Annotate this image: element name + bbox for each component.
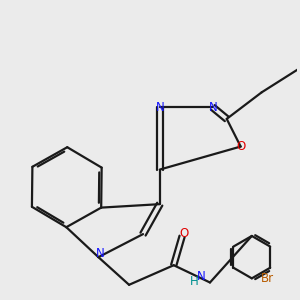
- Text: N: N: [208, 101, 217, 114]
- Text: N: N: [197, 269, 206, 283]
- Text: N: N: [155, 101, 164, 114]
- Text: N: N: [95, 247, 104, 260]
- Text: Br: Br: [261, 272, 274, 285]
- Text: H: H: [190, 275, 199, 288]
- Text: O: O: [179, 227, 188, 240]
- Text: O: O: [236, 140, 245, 153]
